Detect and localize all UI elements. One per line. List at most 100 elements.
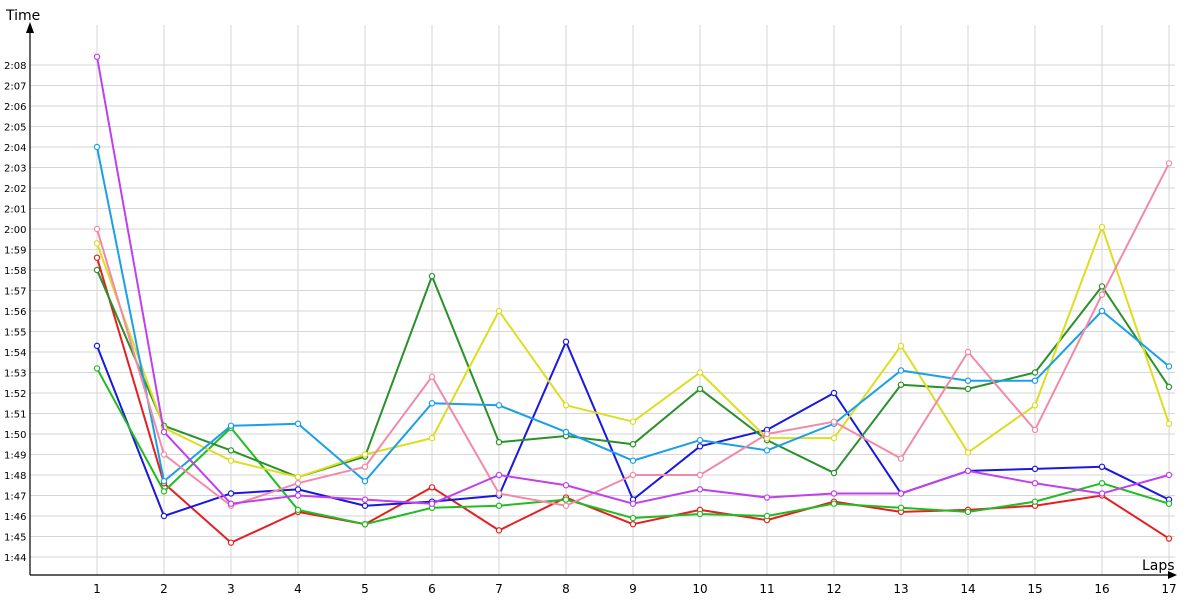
data-point <box>93 240 101 247</box>
data-point <box>1031 498 1039 505</box>
y-tick-label: 2:00 <box>4 225 26 236</box>
data-point <box>964 467 972 475</box>
series-6 <box>93 143 1173 485</box>
data-point <box>495 527 503 534</box>
y-axis-title: Time <box>5 8 40 24</box>
data-point <box>294 492 302 499</box>
series-5 <box>93 223 1173 481</box>
y-tick-label: 1:58 <box>4 266 26 277</box>
y-tick-label: 2:07 <box>4 82 26 93</box>
data-point <box>1031 465 1039 473</box>
data-point <box>629 514 637 522</box>
y-tick-label: 2:05 <box>4 123 26 134</box>
data-point <box>696 385 704 393</box>
data-point <box>897 504 905 511</box>
x-tick-label: 3 <box>227 582 235 596</box>
data-point <box>93 342 101 350</box>
data-point <box>160 451 168 458</box>
x-tick-label: 16 <box>1094 582 1109 596</box>
y-tick-label: 1:45 <box>4 533 26 544</box>
data-point <box>294 420 302 427</box>
data-point <box>964 508 972 516</box>
data-point <box>1165 535 1173 542</box>
x-tick-label: 6 <box>428 582 436 596</box>
data-point <box>629 441 637 448</box>
data-point <box>495 502 503 509</box>
data-point <box>1031 369 1039 376</box>
grid <box>30 25 1175 575</box>
data-point <box>227 539 235 546</box>
y-tick-label: 2:03 <box>4 164 26 175</box>
data-point <box>562 496 570 503</box>
data-point <box>964 348 972 356</box>
data-point <box>562 402 570 409</box>
series-group <box>93 53 1173 546</box>
data-point <box>897 342 905 350</box>
y-tick-label: 1:49 <box>4 451 26 462</box>
data-point <box>1098 490 1106 497</box>
data-point <box>629 500 637 507</box>
data-point <box>1165 471 1173 479</box>
data-point <box>629 521 637 528</box>
x-tick-label: 4 <box>294 582 302 596</box>
y-tick-label: 1:47 <box>4 492 26 503</box>
data-point <box>93 365 101 372</box>
data-point <box>227 457 235 464</box>
y-tick-labels: 1:44 1:45 1:46 1:47 1:48 1:49 1:50 1:51 1:52 1:53… <box>4 61 26 564</box>
data-point <box>294 486 302 493</box>
data-point <box>227 490 235 497</box>
data-point <box>696 486 704 493</box>
data-point <box>1098 291 1106 298</box>
y-tick-label: 2:02 <box>4 184 26 195</box>
x-tick-label: 14 <box>960 582 975 596</box>
data-point <box>227 447 235 454</box>
y-tick-label: 1:59 <box>4 246 26 257</box>
y-tick-label: 1:52 <box>4 389 26 400</box>
data-point <box>964 449 972 456</box>
data-point <box>897 381 905 388</box>
data-point <box>160 477 168 485</box>
x-tick-label: 9 <box>629 582 637 596</box>
data-point <box>696 443 704 450</box>
data-point <box>294 506 302 514</box>
data-point <box>361 477 369 485</box>
data-point <box>1031 377 1039 384</box>
data-point <box>1098 223 1106 231</box>
data-point <box>763 430 771 438</box>
data-point <box>495 307 503 315</box>
y-tick-label: 1:57 <box>4 287 26 298</box>
data-point <box>1165 500 1173 507</box>
y-tick-label: 1:46 <box>4 512 26 523</box>
x-axis-arrow <box>1168 571 1177 579</box>
data-point <box>629 418 637 425</box>
data-point <box>1098 463 1106 470</box>
data-point <box>897 490 905 497</box>
data-point <box>562 428 570 436</box>
data-point <box>1098 307 1106 315</box>
data-point <box>763 447 771 454</box>
data-point <box>428 500 436 507</box>
data-point <box>361 463 369 470</box>
data-point <box>964 377 972 384</box>
data-point <box>495 490 503 497</box>
x-tick-label: 10 <box>692 582 707 596</box>
x-tick-label: 12 <box>826 582 841 596</box>
data-point <box>1165 363 1173 370</box>
y-tick-label: 1:51 <box>4 410 26 421</box>
y-tick-label: 1:55 <box>4 328 26 339</box>
y-tick-label: 1:44 <box>4 553 26 564</box>
data-point <box>897 367 905 374</box>
data-point <box>830 389 838 397</box>
data-point <box>93 254 101 261</box>
data-point <box>830 434 838 442</box>
data-point <box>964 385 972 393</box>
data-point <box>629 457 637 464</box>
data-point <box>1031 480 1039 487</box>
data-point <box>294 473 302 481</box>
data-point <box>160 488 168 495</box>
x-tick-label: 2 <box>160 582 168 596</box>
data-point <box>629 471 637 479</box>
data-point <box>562 502 570 509</box>
data-point <box>428 434 436 442</box>
data-point <box>361 521 369 528</box>
